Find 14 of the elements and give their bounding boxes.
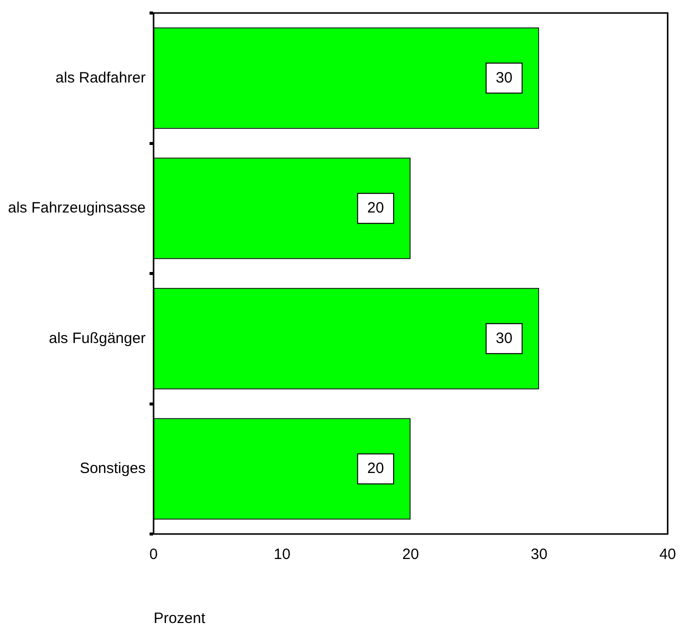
x-tick-label: 10 (274, 546, 290, 564)
data-label: 20 (367, 460, 384, 478)
data-label: 30 (496, 330, 512, 347)
x-tick-label: 30 (530, 546, 548, 564)
data-label: 30 (496, 69, 512, 86)
data-label: 20 (367, 200, 384, 217)
y-tick-label: als Radfahrer (56, 69, 146, 86)
x-tick-label: 40 (659, 546, 676, 564)
y-tick-label: Sonstiges (80, 460, 146, 478)
x-tick-label: 0 (149, 546, 158, 564)
x-tick-label: 20 (402, 546, 419, 564)
y-tick-label: als Fahrzeuginsasse (8, 200, 146, 217)
y-tick-label: als Fußgänger (48, 330, 146, 347)
x-axis-title: Prozent (154, 610, 206, 628)
